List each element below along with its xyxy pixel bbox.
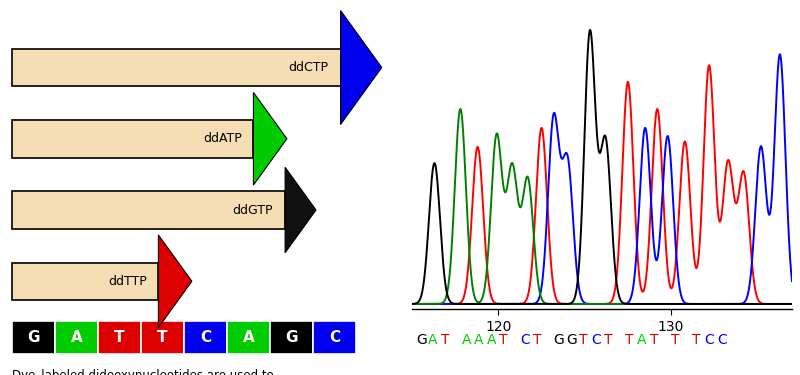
Text: T: T [499, 333, 508, 347]
Polygon shape [341, 10, 382, 124]
Text: G: G [27, 330, 40, 345]
Polygon shape [254, 93, 287, 185]
Text: T: T [533, 333, 542, 347]
Text: C: C [200, 330, 211, 345]
Text: A: A [462, 333, 471, 347]
Text: G: G [566, 333, 577, 347]
Bar [141, 321, 184, 354]
Text: A: A [638, 333, 647, 347]
Polygon shape [158, 235, 192, 328]
Text: T: T [650, 333, 658, 347]
Bar [12, 262, 158, 300]
Text: A: A [243, 330, 254, 345]
Text: C: C [704, 333, 714, 347]
Bar [98, 321, 141, 354]
Text: T: T [604, 333, 613, 347]
Text: G: G [416, 333, 426, 347]
Text: C: C [591, 333, 601, 347]
Bar [55, 321, 98, 354]
Polygon shape [285, 167, 316, 253]
Text: Dye–labeled dideoxynucleotides are used to: Dye–labeled dideoxynucleotides are used … [12, 369, 274, 375]
Text: G: G [554, 333, 565, 347]
Text: G: G [286, 330, 298, 345]
Bar [184, 321, 227, 354]
Text: ddGTP: ddGTP [233, 204, 274, 216]
Text: T: T [625, 333, 634, 347]
Bar [12, 191, 285, 229]
Text: C: C [330, 330, 341, 345]
Text: A: A [487, 333, 496, 347]
Text: T: T [692, 333, 700, 347]
Text: T: T [579, 333, 587, 347]
Bar [12, 321, 55, 354]
Bar [314, 321, 357, 354]
Text: C: C [520, 333, 530, 347]
Bar [12, 49, 341, 86]
Text: ddTTP: ddTTP [108, 275, 146, 288]
Text: ddATP: ddATP [203, 132, 242, 145]
Bar [270, 321, 314, 354]
Text: T: T [158, 330, 168, 345]
Text: T: T [114, 330, 125, 345]
Text: T: T [441, 333, 450, 347]
Text: A: A [428, 333, 438, 347]
Text: C: C [717, 333, 726, 347]
Text: A: A [474, 333, 484, 347]
Bar [12, 120, 254, 158]
Bar [227, 321, 270, 354]
Text: ddCTP: ddCTP [289, 61, 329, 74]
Text: T: T [670, 333, 679, 347]
Text: A: A [70, 330, 82, 345]
